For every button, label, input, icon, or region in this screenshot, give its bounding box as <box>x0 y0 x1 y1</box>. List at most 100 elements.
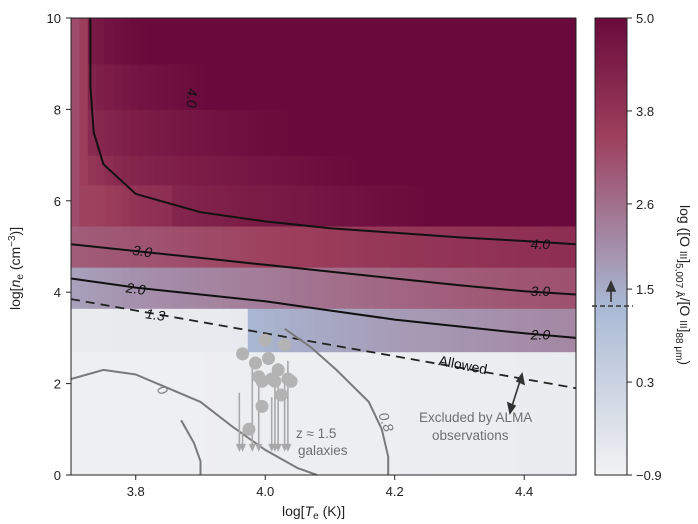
heatmap-cell <box>491 109 501 156</box>
heatmap-cell <box>281 267 291 309</box>
heatmap-cell <box>247 18 257 65</box>
heatmap-cell <box>416 267 426 309</box>
heatmap-cell <box>533 18 543 65</box>
heatmap-cell <box>306 184 316 227</box>
heatmap-cell <box>146 184 156 227</box>
heatmap-cell <box>331 267 341 309</box>
heatmap-cell <box>340 18 350 65</box>
heatmap-cell <box>323 63 333 110</box>
heatmap-cell <box>407 308 417 353</box>
heatmap-cell <box>432 63 442 110</box>
contour-label: 3.0 <box>132 242 154 261</box>
heatmap-cell <box>289 109 299 156</box>
heatmap-cell <box>298 351 308 475</box>
heatmap-cell <box>323 351 333 475</box>
heatmap-cell <box>357 184 367 227</box>
heatmap-cell <box>407 351 417 475</box>
heatmap-cell <box>475 18 485 65</box>
heatmap-cell <box>407 109 417 156</box>
heatmap-cell <box>155 225 165 268</box>
heatmap-cell <box>550 351 560 475</box>
upper-limit-arrow <box>239 443 247 452</box>
heatmap-cell <box>399 155 409 186</box>
heatmap-cell <box>458 109 468 156</box>
heatmap-cell <box>315 109 325 156</box>
heatmap-cell <box>508 155 518 186</box>
heatmap-cell <box>441 308 451 353</box>
heatmap-cell <box>264 267 274 309</box>
heatmap-cell <box>113 109 123 156</box>
heatmap-cell <box>416 351 426 475</box>
heatmap-cell <box>357 18 367 65</box>
heatmap-cell <box>247 184 257 227</box>
heatmap-cell <box>129 63 139 110</box>
heatmap-cell <box>146 155 156 186</box>
heatmap-cell <box>559 308 569 353</box>
heatmap-cell <box>550 18 560 65</box>
heatmap-cell <box>129 109 139 156</box>
heatmap-cell <box>247 155 257 186</box>
x-axis-label: log[Te (K)] <box>282 503 345 522</box>
heatmap-cell <box>146 63 156 110</box>
heatmap-cell <box>567 109 576 156</box>
heatmap-cell <box>155 18 165 65</box>
heatmap-cell <box>113 351 123 475</box>
heatmap-cell <box>559 18 569 65</box>
heatmap-cell <box>441 267 451 309</box>
heatmap-cell <box>466 63 476 110</box>
heatmap-cell <box>508 267 518 309</box>
heatmap-cell <box>525 18 535 65</box>
heatmap-cell <box>155 267 165 309</box>
heatmap-cell <box>197 184 207 227</box>
heatmap-cell <box>197 225 207 268</box>
heatmap-cell <box>432 109 442 156</box>
galaxy-markers <box>235 333 298 452</box>
heatmap-cell <box>146 109 156 156</box>
heatmap-cell <box>533 63 543 110</box>
heatmap-cell <box>432 155 442 186</box>
heatmap-cell <box>525 109 535 156</box>
heatmap-cell <box>559 225 569 268</box>
heatmap-cell <box>121 351 131 475</box>
heatmap-cell <box>138 155 148 186</box>
upper-limit-arrow <box>284 443 292 452</box>
heatmap-cell <box>121 155 131 186</box>
contour-label: 4.0 <box>184 88 201 108</box>
heatmap-cell <box>407 225 417 268</box>
heatmap-cell <box>466 18 476 65</box>
heatmap-cell <box>155 63 165 110</box>
heatmap-cell <box>104 109 114 156</box>
y-tick-label: 6 <box>54 194 61 209</box>
heatmap-cell <box>230 109 240 156</box>
heatmap-cell <box>306 18 316 65</box>
heatmap-cell <box>390 308 400 353</box>
heatmap-cell <box>113 184 123 227</box>
heatmap-cell <box>331 184 341 227</box>
heatmap-cell <box>71 267 81 309</box>
heatmap-cell <box>146 267 156 309</box>
heatmap-cell <box>104 184 114 227</box>
heatmap-cell <box>188 225 198 268</box>
heatmap-cell <box>424 155 434 186</box>
heatmap-cell <box>172 351 182 475</box>
heatmap-cell <box>230 308 240 353</box>
upper-limit-arrow <box>274 443 282 452</box>
heatmap-cell <box>340 308 350 353</box>
heatmap-cell <box>340 184 350 227</box>
heatmap-cell <box>491 155 501 186</box>
heatmap-cell <box>399 18 409 65</box>
heatmap-cell <box>197 109 207 156</box>
heatmap-cell <box>289 184 299 227</box>
heatmap-cell <box>491 18 501 65</box>
heatmap-cell <box>348 63 358 110</box>
heatmap-cell <box>256 225 266 268</box>
heatmap-cell <box>407 267 417 309</box>
heatmap-cell <box>96 267 106 309</box>
heatmap-cell <box>517 63 527 110</box>
heatmap-cell <box>365 308 375 353</box>
heatmap-cell <box>121 184 131 227</box>
heatmap-cell <box>348 155 358 186</box>
heatmap-cell <box>281 225 291 268</box>
heatmap-cell <box>567 184 576 227</box>
contour-label: 0.8 <box>375 410 397 434</box>
